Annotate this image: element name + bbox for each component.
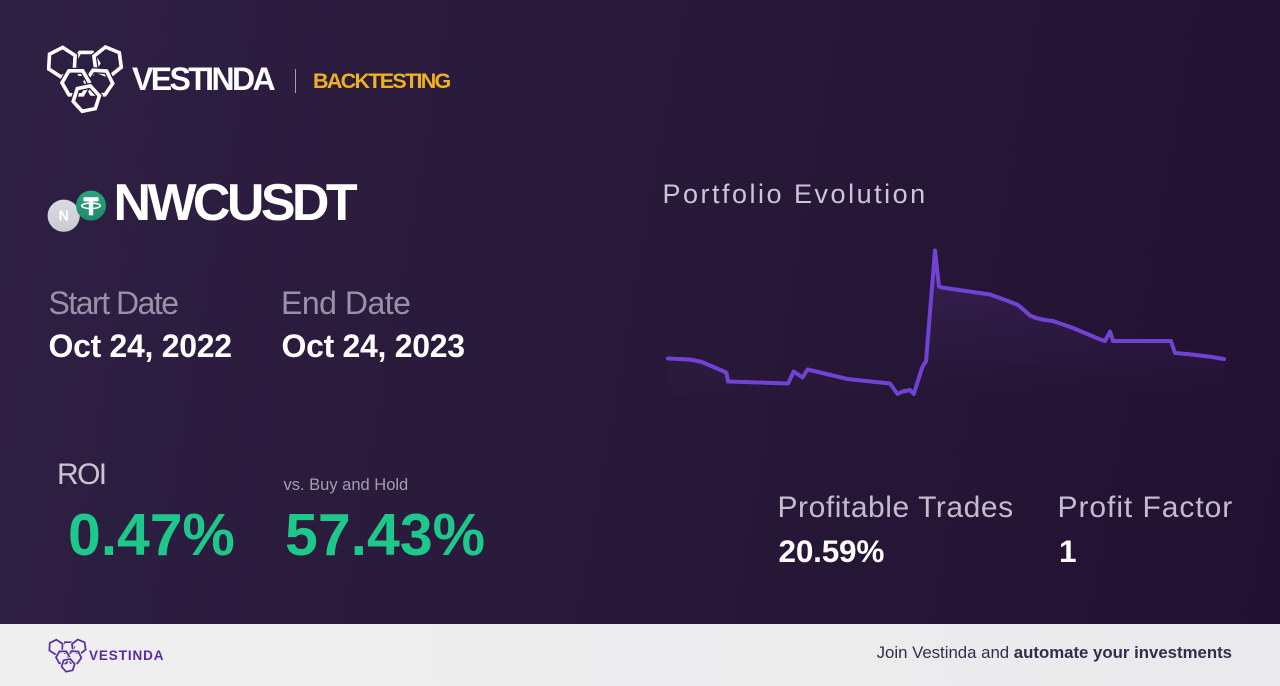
svg-text:N: N xyxy=(58,209,68,225)
